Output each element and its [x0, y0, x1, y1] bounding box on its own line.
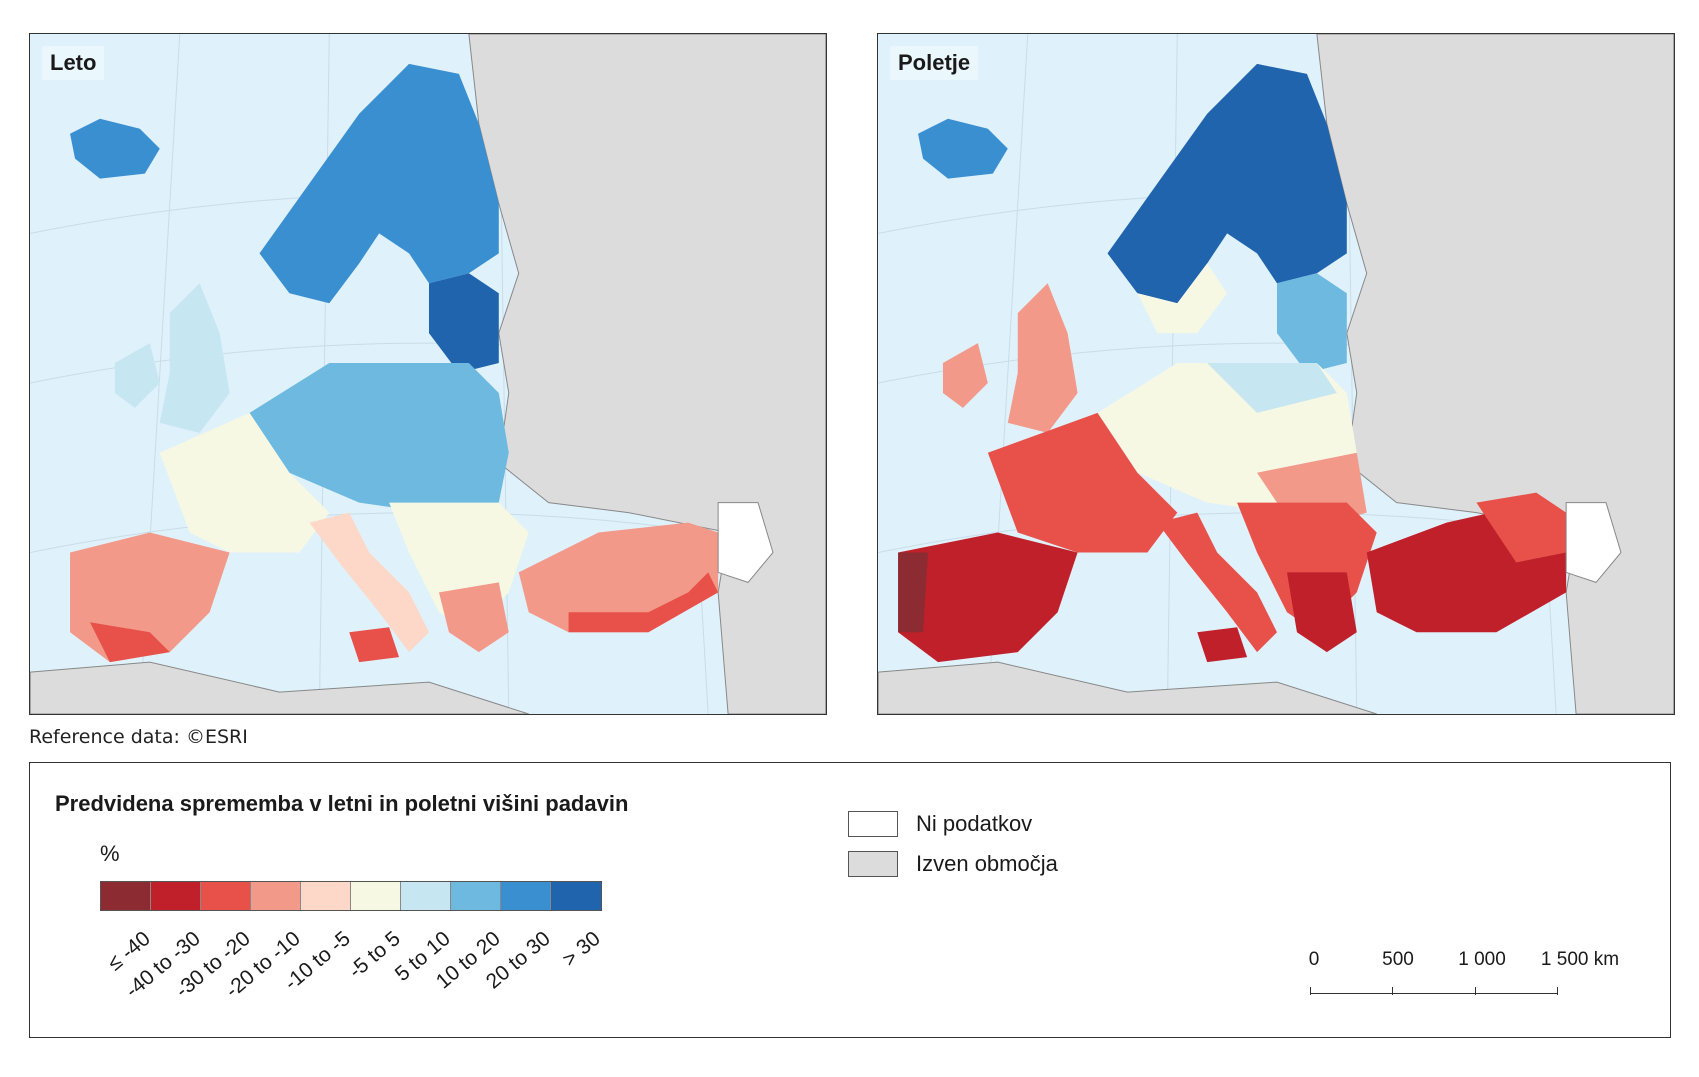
region-ireland	[114, 343, 160, 408]
region-iceland	[918, 118, 1008, 179]
scalebar-label: 1 500 km	[1540, 949, 1620, 970]
region-scandinavia	[1107, 63, 1347, 304]
scalebar-tick	[1392, 987, 1393, 995]
ramp-swatch-9	[501, 882, 551, 910]
ramp-swatch-4	[251, 882, 301, 910]
scalebar-tick	[1475, 987, 1476, 995]
ramp-swatch-2	[151, 882, 201, 910]
region-ireland	[942, 343, 988, 408]
map-autumn-title: Poletje	[890, 46, 979, 80]
region-finland	[428, 273, 499, 374]
region-italy	[1157, 512, 1277, 653]
scalebar-tick	[1557, 987, 1558, 995]
scalebar-label: 500	[1382, 949, 1414, 970]
region-britain	[159, 283, 230, 433]
outside-label: Izven območja	[916, 851, 1058, 876]
scalebar-label: 1 000	[1458, 949, 1506, 970]
ramp-labels: ≤ -40 -40 to -30 -30 to -20 -20 to -10 -…	[100, 915, 605, 1005]
ramp-swatch-5	[301, 882, 351, 910]
region-france	[987, 412, 1178, 553]
region-finland	[1276, 273, 1347, 374]
reference-data-credit: Reference data: ©ESRI	[29, 726, 248, 748]
map-summer[interactable]: Leto	[29, 33, 827, 715]
scalebar	[1310, 975, 1570, 1005]
color-ramp	[100, 881, 602, 911]
ramp-swatch-10	[551, 882, 601, 910]
map-autumn[interactable]: Poletje	[877, 33, 1675, 715]
outside-area-africa	[878, 661, 1377, 714]
scalebar-line	[1310, 993, 1558, 994]
region-italy	[309, 512, 429, 653]
map-summer-canvas	[30, 34, 826, 714]
region-iceland	[70, 118, 160, 179]
legend: Predvidena sprememba v letni in poletni …	[29, 762, 1671, 1038]
ramp-swatch-8	[451, 882, 501, 910]
legend-outside: Izven območja	[848, 851, 1058, 877]
region-britain	[1007, 283, 1078, 433]
legend-unit: %	[100, 841, 120, 866]
region-no-data	[717, 502, 774, 583]
legend-title: Predvidena sprememba v letni in poletni …	[55, 791, 629, 816]
outside-area-africa	[30, 661, 529, 714]
outside-swatch	[848, 851, 898, 877]
region-france	[159, 412, 330, 553]
ramp-swatch-1	[101, 882, 151, 910]
region-central-europe	[249, 363, 509, 513]
ramp-swatch-7	[401, 882, 451, 910]
region-iberia	[898, 532, 1078, 663]
no-data-label: Ni podatkov	[916, 811, 1033, 836]
legend-no-data: Ni podatkov	[848, 811, 1032, 837]
no-data-swatch	[848, 811, 898, 837]
scalebar-tick	[1310, 987, 1311, 995]
ramp-label: > 30	[558, 927, 605, 972]
region-scandinavia	[259, 63, 499, 304]
region-no-data	[1565, 502, 1622, 583]
map-summer-title: Leto	[42, 46, 105, 80]
ramp-swatch-3	[201, 882, 251, 910]
scalebar-labels: 0 500 1 000 1 500 km	[1308, 949, 1630, 973]
ramp-swatch-6	[351, 882, 401, 910]
map-autumn-canvas	[878, 34, 1674, 714]
scalebar-label: 0	[1308, 949, 1320, 970]
